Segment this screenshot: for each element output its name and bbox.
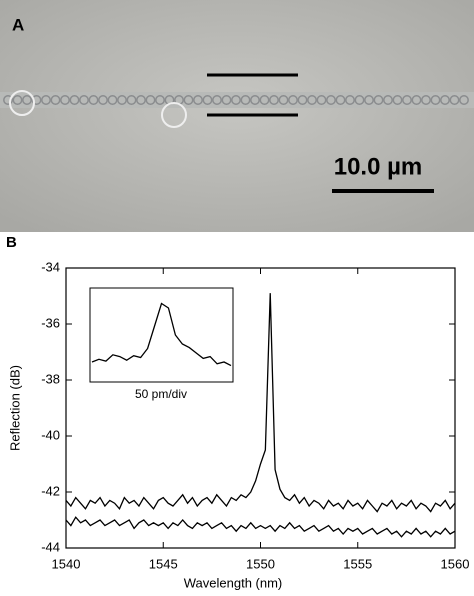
bead — [193, 95, 203, 105]
inset-x-label: 50 pm/div — [135, 387, 187, 401]
scale-bar-label: 10.0 µm — [334, 153, 423, 180]
x-tick-label: 1555 — [343, 556, 372, 571]
panel-label: A — [12, 15, 24, 34]
bead — [88, 95, 99, 105]
bead — [117, 95, 127, 105]
bead — [240, 95, 251, 105]
data-line — [65, 516, 456, 538]
bead — [126, 95, 137, 105]
data-line — [65, 293, 456, 513]
bead — [440, 95, 450, 105]
bead — [22, 95, 32, 105]
bead — [345, 95, 355, 105]
bead-row — [3, 95, 469, 105]
bead — [79, 95, 89, 105]
bead — [183, 95, 194, 105]
bead — [212, 95, 222, 105]
x-tick-label: 1560 — [441, 556, 470, 571]
bead — [69, 95, 80, 105]
x-axis-title: Wavelength (nm) — [184, 575, 283, 590]
bead — [383, 95, 393, 105]
bead — [259, 95, 270, 105]
bead — [202, 95, 213, 105]
bead — [421, 95, 431, 105]
particle — [161, 102, 187, 128]
inset-frame — [89, 287, 234, 383]
y-tick-label: -36 — [41, 315, 60, 330]
bead — [459, 95, 469, 105]
bead — [326, 95, 336, 105]
x-tick-label: 1550 — [246, 556, 275, 571]
y-tick-label: -40 — [41, 427, 60, 442]
bead — [107, 95, 118, 105]
bead — [364, 95, 374, 105]
bead — [269, 95, 279, 105]
bead — [411, 95, 422, 105]
bead — [221, 95, 232, 105]
bead — [60, 95, 70, 105]
bead — [392, 95, 403, 105]
bead — [316, 95, 327, 105]
bead — [373, 95, 384, 105]
y-tick-label: -42 — [41, 483, 60, 498]
panel-label: B — [6, 234, 17, 251]
particle — [9, 90, 35, 116]
data-line — [91, 302, 232, 367]
bead — [12, 95, 23, 105]
y-tick-label: -34 — [41, 259, 60, 274]
bead — [430, 95, 441, 105]
bead — [41, 95, 51, 105]
bead — [335, 95, 346, 105]
bead — [50, 95, 61, 105]
bead — [3, 95, 13, 105]
y-tick-label: -38 — [41, 371, 60, 386]
bead — [155, 95, 165, 105]
y-axis-title: Reflection (dB) — [7, 365, 22, 451]
bead — [250, 95, 260, 105]
bead — [278, 95, 289, 105]
bead — [449, 95, 460, 105]
bead — [136, 95, 146, 105]
bead — [145, 95, 156, 105]
bead — [231, 95, 241, 105]
y-tick-label: -44 — [41, 539, 60, 554]
bead — [31, 95, 42, 105]
bead — [288, 95, 298, 105]
fiber — [0, 92, 474, 108]
bead — [354, 95, 365, 105]
x-tick-label: 1540 — [52, 556, 81, 571]
bead — [307, 95, 317, 105]
bead — [297, 95, 308, 105]
bead — [98, 95, 108, 105]
bead — [402, 95, 412, 105]
x-tick-label: 1545 — [149, 556, 178, 571]
